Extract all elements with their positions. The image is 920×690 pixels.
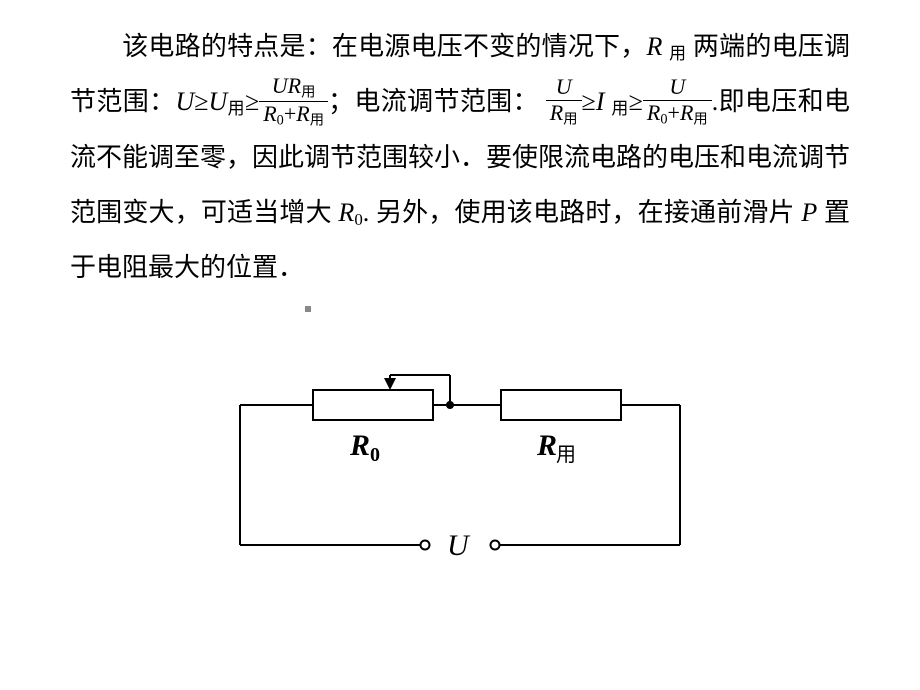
terminal-right: [491, 541, 500, 550]
decorative-dot: [305, 306, 311, 312]
wiper-arrow-icon: [384, 378, 396, 390]
symbol-ge-3: ≥: [582, 87, 596, 116]
symbol-U: U: [175, 87, 194, 116]
rload-resistor: [501, 390, 621, 420]
symbol-U-load-sub: 用: [227, 99, 245, 118]
terminal-left: [421, 541, 430, 550]
fraction-current-lower: U R0+R用: [643, 75, 712, 127]
symbol-ge-1: ≥: [194, 87, 208, 116]
symbol-R-load-1: R: [646, 32, 662, 61]
label-Rload: R: [536, 429, 557, 462]
label-U: U: [447, 529, 471, 562]
paragraph: 该电路的特点是：在电源电压不变的情况下，R 用 两端的电压调节范围：U≥U用≥ …: [70, 20, 850, 295]
fraction-voltage: UR用 R0+R用: [259, 74, 328, 130]
fraction-current-upper: U R用: [546, 75, 582, 127]
label-Rload-sub: 用: [556, 444, 576, 466]
symbol-I-load: I: [596, 87, 605, 116]
symbol-U-load: U: [209, 87, 228, 116]
symbol-R0: R: [338, 198, 354, 227]
circuit-diagram-container: R0R用U: [70, 325, 850, 570]
symbol-ge-2: ≥: [245, 87, 259, 116]
text-additional: . 另外，使用该电路时，在接通前滑片: [363, 198, 795, 227]
junction-node: [446, 401, 454, 409]
r0-resistor: [313, 390, 433, 420]
symbol-ge-4: ≥: [629, 87, 643, 116]
symbol-R-load-1-sub: 用: [669, 44, 686, 63]
text-current-range-label: ；电流调节范围：: [328, 87, 539, 116]
circuit-diagram: R0R用U: [225, 325, 695, 570]
text-intro: 该电路的特点是：在电源电压不变的情况下，: [122, 32, 646, 61]
symbol-R0-sub: 0: [354, 210, 362, 229]
symbol-P: P: [801, 198, 817, 227]
symbol-I-load-sub: 用: [611, 99, 628, 118]
page: 该电路的特点是：在电源电压不变的情况下，R 用 两端的电压调节范围：U≥U用≥ …: [0, 0, 920, 690]
label-R0: R: [349, 429, 370, 462]
label-R0-sub: 0: [370, 444, 380, 466]
